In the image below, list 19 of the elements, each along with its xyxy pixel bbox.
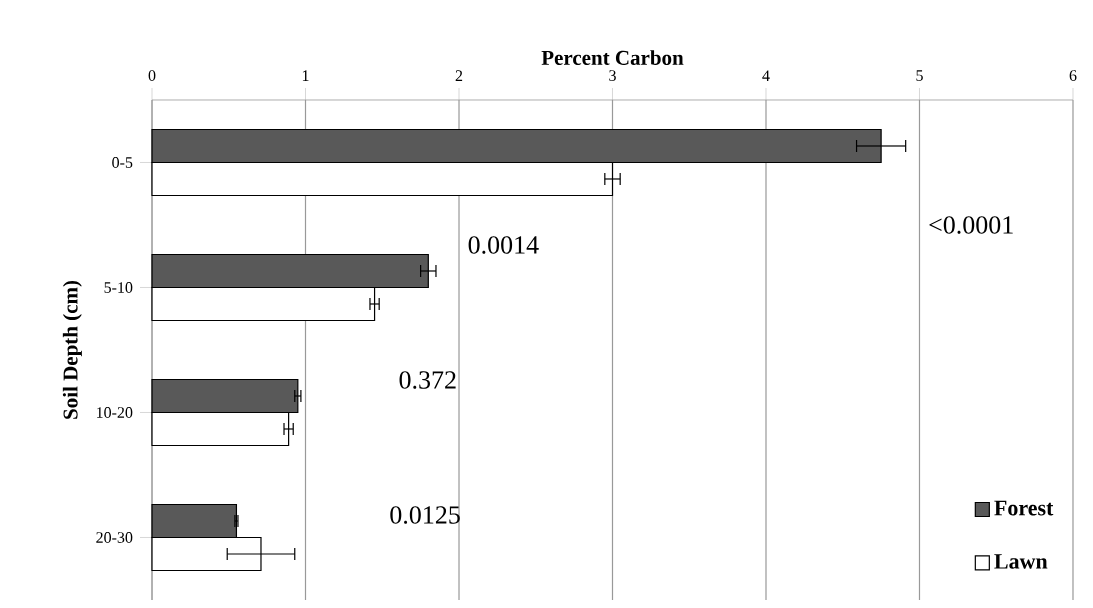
annotation: 0.0014 — [468, 236, 539, 254]
legend-label: Lawn — [994, 554, 1048, 569]
y-axis-title: Soil Depth (cm) — [62, 280, 82, 419]
x-axis-title: Percent Carbon — [541, 50, 684, 65]
x-tick-label: 1 — [302, 70, 309, 81]
x-tick-label: 3 — [609, 70, 616, 81]
x-tick-label: 0 — [148, 70, 156, 81]
annotation: <0.0001 — [929, 216, 1013, 234]
annotation: 0.372 — [399, 371, 456, 389]
y-tick-label: 5-10 — [104, 282, 133, 293]
x-tick-label: 5 — [916, 70, 923, 81]
x-tick-label: 4 — [762, 70, 770, 81]
y-tick-label: 20-30 — [96, 532, 133, 543]
x-tick-label: 2 — [455, 70, 463, 81]
y-tick-label: 10-20 — [97, 407, 133, 418]
x-tick-label: 6 — [1069, 70, 1077, 81]
annotation: 0.0125 — [390, 506, 460, 524]
legend-label: Forest — [994, 500, 1054, 516]
y-tick-label: 0-5 — [112, 157, 133, 168]
